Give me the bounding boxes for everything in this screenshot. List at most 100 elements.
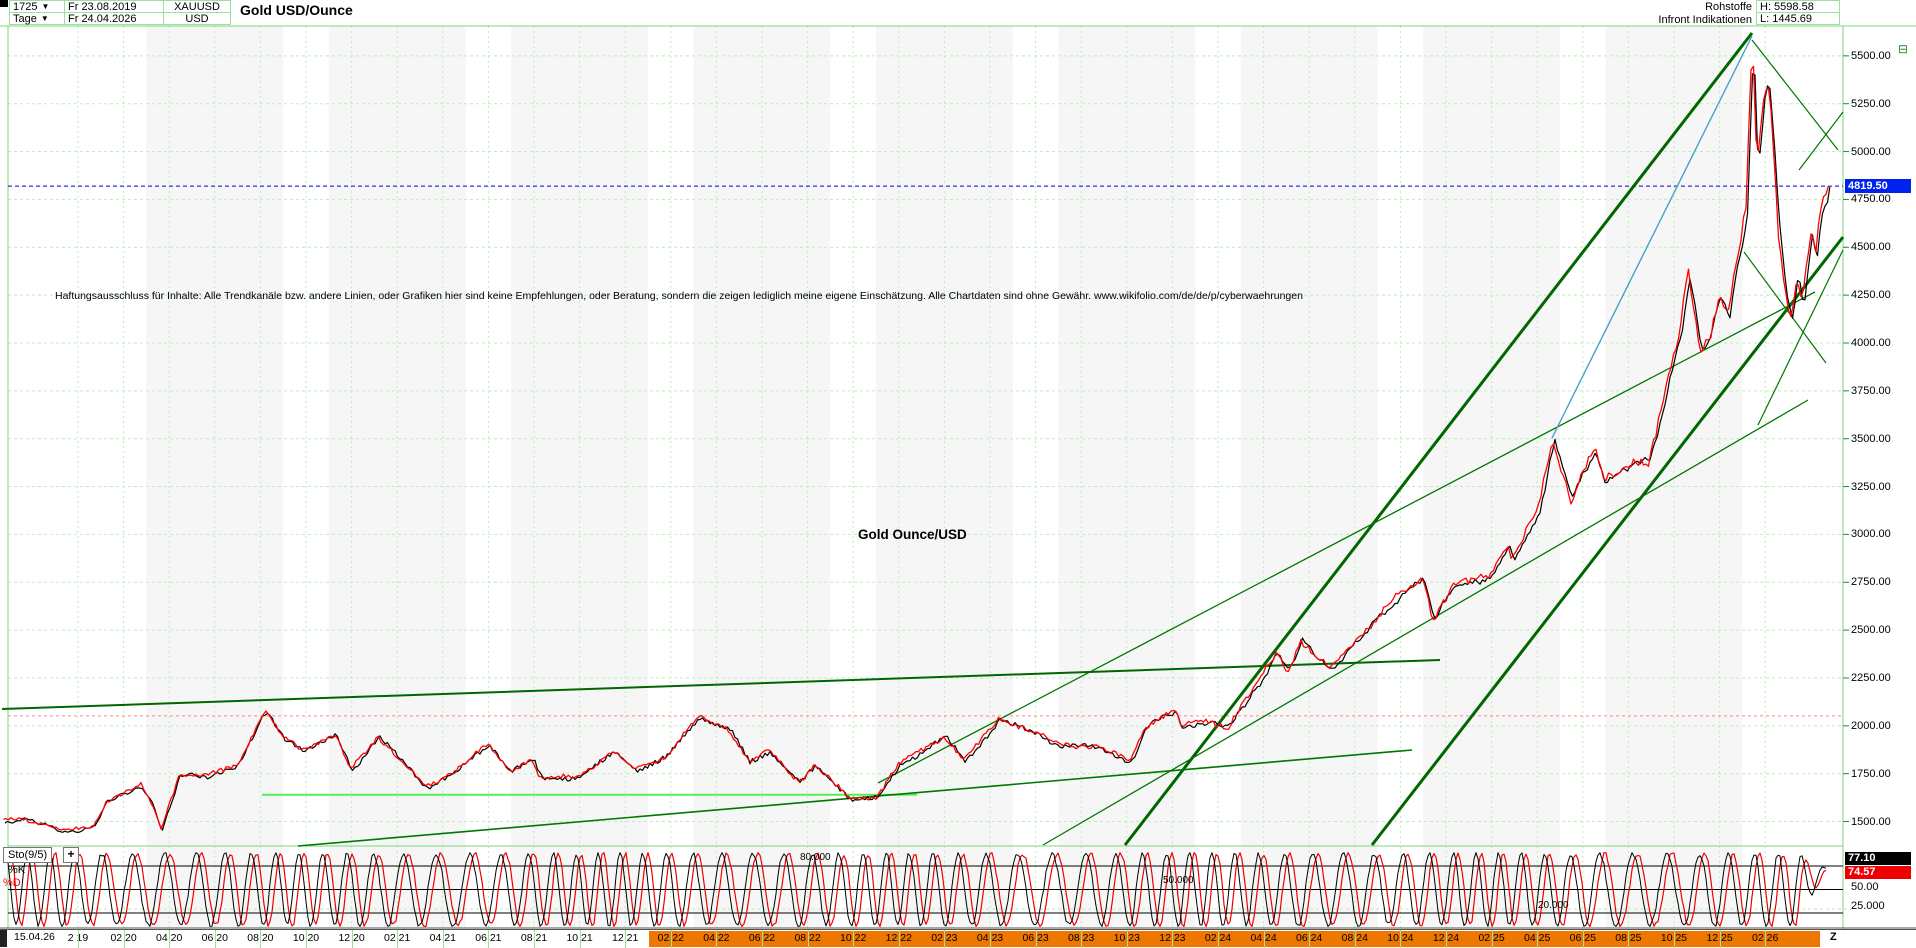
date-axis-separator bbox=[214, 930, 216, 948]
date-axis-separator bbox=[1582, 930, 1584, 948]
chart-header: 1725 ▼ Tage ▼ Fr 23.08.2019 Fr 24.04.202… bbox=[0, 0, 1916, 26]
price-axis-label: 5250.00 bbox=[1851, 97, 1891, 110]
date-axis-separator bbox=[762, 930, 763, 948]
trendline bbox=[1, 659, 1441, 710]
collapse-pane-button[interactable]: ⊟ bbox=[1898, 42, 1908, 56]
date-axis-separator bbox=[1719, 930, 1721, 948]
price-axis-label: 3500.00 bbox=[1851, 432, 1891, 445]
stochastic-d-line bbox=[7, 852, 1827, 927]
trendline bbox=[1743, 251, 1827, 364]
page-title: Gold USD/Ounce bbox=[240, 2, 353, 18]
date-axis-separator bbox=[670, 930, 672, 948]
price-axis-label: 3000.00 bbox=[1851, 528, 1891, 541]
price-axis-label: 1750.00 bbox=[1851, 767, 1891, 780]
chevron-down-icon: ▼ bbox=[40, 13, 49, 23]
date-axis-separator bbox=[716, 930, 718, 948]
price-axis-label: 4250.00 bbox=[1851, 289, 1891, 302]
date-axis-separator bbox=[1126, 930, 1128, 948]
price-axis-label: 2000.00 bbox=[1851, 719, 1891, 732]
trendline bbox=[877, 291, 1816, 784]
chart-watermark: Gold Ounce/USD bbox=[858, 527, 967, 542]
background-band bbox=[1104, 26, 1196, 928]
timeframe-value: 1725 bbox=[13, 0, 38, 13]
date-from-field[interactable]: Fr 23.08.2019 bbox=[64, 0, 164, 13]
price-axis-label: 3750.00 bbox=[1851, 384, 1891, 397]
date-axis-separator bbox=[123, 930, 125, 948]
indicator-level-80-label: 80.000 bbox=[800, 852, 831, 863]
date-axis-separator bbox=[990, 930, 991, 948]
period-high-value: H: 5598.58 bbox=[1760, 0, 1814, 13]
date-axis-separator bbox=[488, 930, 490, 948]
add-indicator-button[interactable]: + bbox=[63, 847, 79, 863]
stochastic-k-label: %K bbox=[8, 864, 26, 876]
background-band bbox=[1468, 26, 1560, 928]
stochastic-k-value-badge: 77.10 bbox=[1845, 852, 1911, 865]
indicator-axis-50-label: 50.00 bbox=[1851, 881, 1879, 893]
background-band bbox=[192, 26, 284, 928]
date-axis-separator bbox=[1446, 930, 1447, 948]
date-axis-separator bbox=[1263, 930, 1265, 948]
chart-date-stamp: 15.04.26 bbox=[14, 931, 55, 943]
date-to-field[interactable]: Fr 24.04.2026 bbox=[64, 12, 164, 25]
date-axis-separator bbox=[1765, 930, 1767, 948]
symbol-cell: XAUUSD bbox=[163, 0, 231, 13]
date-axis-separator bbox=[579, 930, 581, 948]
currency-cell: USD bbox=[163, 12, 231, 25]
price-axis-label: 2500.00 bbox=[1851, 624, 1891, 637]
stochastic-k-line bbox=[7, 852, 1827, 927]
collapse-icon: ⊟ bbox=[1898, 42, 1909, 56]
price-axis-label: 5000.00 bbox=[1851, 145, 1891, 158]
plus-icon: + bbox=[67, 847, 75, 861]
date-to-value: Fr 24.04.2026 bbox=[68, 12, 137, 25]
trendline bbox=[1798, 111, 1844, 171]
trendline bbox=[1551, 35, 1753, 439]
background-band bbox=[1651, 26, 1743, 928]
date-axis-separator bbox=[625, 930, 627, 948]
date-axis-separator bbox=[1172, 930, 1174, 948]
date-axis-separator bbox=[807, 930, 809, 948]
date-axis-separator bbox=[1309, 930, 1311, 948]
market-label: Rohstoffe bbox=[1705, 1, 1752, 13]
currency-code: USD bbox=[185, 12, 209, 25]
period-low-value: L: 1445.69 bbox=[1760, 12, 1812, 25]
timeframe-unit-dropdown[interactable]: Tage ▼ bbox=[9, 12, 65, 25]
indicator-name-button[interactable]: Sto(9/5) bbox=[3, 847, 53, 863]
price-axis-label: 3250.00 bbox=[1851, 480, 1891, 493]
background-band bbox=[1286, 26, 1378, 928]
chevron-down-icon: ▼ bbox=[41, 1, 50, 11]
date-axis-separator bbox=[534, 930, 535, 948]
date-axis-separator bbox=[1537, 930, 1539, 948]
date-axis-separator bbox=[351, 930, 353, 948]
date-axis-separator bbox=[853, 930, 855, 948]
date-axis-separator bbox=[169, 930, 171, 948]
disclaimer-text: Haftungsausschluss für Inhalte: Alle Tre… bbox=[55, 290, 1303, 302]
background-band bbox=[739, 26, 831, 928]
trendline bbox=[1757, 249, 1844, 426]
date-from-value: Fr 23.08.2019 bbox=[68, 0, 137, 13]
window-corner-marker bbox=[0, 0, 8, 7]
background-band bbox=[556, 26, 648, 928]
price-series bbox=[3, 65, 1829, 831]
axis-corner-marker bbox=[0, 930, 7, 947]
symbol-code: XAUUSD bbox=[174, 0, 220, 13]
highlighted-period-band bbox=[648, 931, 1820, 947]
date-axis-separator bbox=[1400, 930, 1402, 948]
date-axis-separator bbox=[1081, 930, 1083, 948]
date-axis-separator bbox=[306, 930, 307, 948]
price-axis-label: 2750.00 bbox=[1851, 576, 1891, 589]
timeframe-unit: Tage bbox=[13, 12, 37, 25]
date-axis-separator bbox=[1674, 930, 1675, 948]
trendline bbox=[1751, 39, 1839, 151]
date-axis-separator bbox=[442, 930, 444, 948]
date-axis-separator bbox=[260, 930, 262, 948]
trendline bbox=[1123, 32, 1754, 846]
price-axis-label: 4000.00 bbox=[1851, 336, 1891, 349]
date-axis-separator bbox=[944, 930, 946, 948]
price-axis-label: 1500.00 bbox=[1851, 815, 1891, 828]
price-axis-label: 4500.00 bbox=[1851, 241, 1891, 254]
indicator-axis-25-label: 25.000 bbox=[1851, 900, 1885, 912]
stochastic-d-value-badge: 74.57 bbox=[1845, 866, 1911, 879]
trendline bbox=[1370, 236, 1845, 846]
date-axis-separator bbox=[1035, 930, 1037, 948]
